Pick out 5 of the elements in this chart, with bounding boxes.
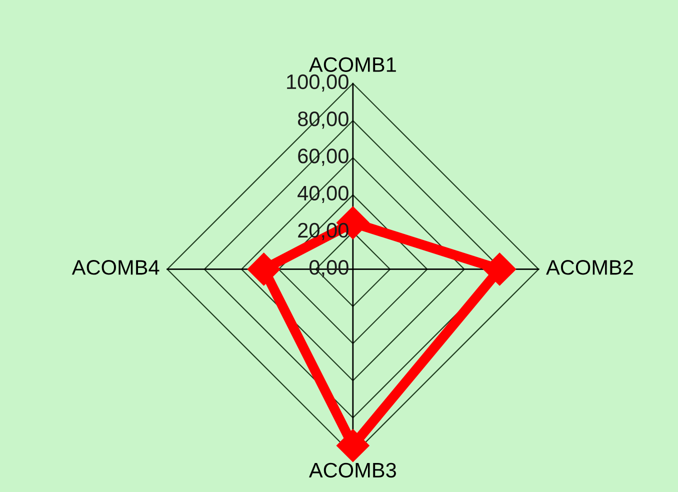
spoke-label: ACOMB1 [308,57,396,72]
y-tick-label: 100,00 [287,74,348,92]
spoke-label: ACOMB3 [308,462,396,478]
spoke-label: ACOMB4 [72,260,160,275]
spoke-label: ACOMB2 [546,260,633,275]
